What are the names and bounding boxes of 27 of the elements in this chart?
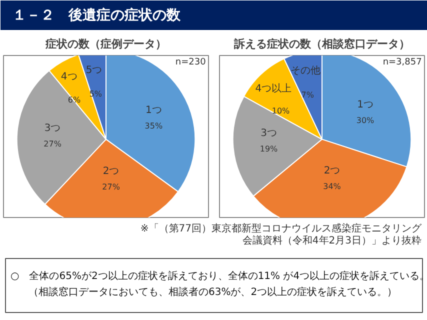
data-label: 10% bbox=[272, 106, 290, 116]
slice-label: 1つ bbox=[357, 99, 374, 110]
slice-label: 5つ bbox=[86, 64, 102, 76]
slice-label: 2つ bbox=[102, 166, 120, 177]
data-label: 34% bbox=[323, 182, 342, 191]
text: n=3,857 bbox=[382, 58, 422, 68]
data-label: 30% bbox=[356, 116, 375, 126]
data-label: 35% bbox=[144, 122, 163, 131]
slice-label: 2つ bbox=[324, 165, 340, 176]
slice-label: 1つ bbox=[145, 105, 162, 116]
slice-label: 4つ bbox=[60, 71, 78, 82]
slice-label: 3つ bbox=[260, 128, 277, 140]
chart-title: 症状の数（症例データ） bbox=[44, 38, 166, 50]
data-label: 27% bbox=[44, 139, 62, 148]
text: （相談窓口データにおいても、相談者の63%が、2つ以上の症状を訴えている。） bbox=[28, 286, 398, 298]
text: ※「（第77回）東京都新型コロナウイルス感染症モニタリング bbox=[140, 222, 422, 234]
text: ○ 全体の65%が2つ以上の症状を訴えており、全体の11% が4つ以上の症状を訴えている。 bbox=[10, 270, 427, 282]
slice-label: 3つ bbox=[44, 122, 61, 134]
slice-label: 4つ以上 bbox=[255, 82, 292, 95]
data-label: 27% bbox=[102, 182, 120, 192]
chart-title: 訴える症状の数（相談窓口データ） bbox=[233, 38, 410, 50]
text: n=230 bbox=[175, 58, 206, 68]
text: 会議資料（令和4年2月3日）」より抜粋 bbox=[242, 234, 422, 246]
data-label: 19% bbox=[260, 144, 278, 154]
text: １－２ 後遺症の症状の数 bbox=[12, 6, 182, 24]
slice-label: その他 bbox=[290, 64, 320, 76]
data-label: 7% bbox=[301, 90, 314, 100]
